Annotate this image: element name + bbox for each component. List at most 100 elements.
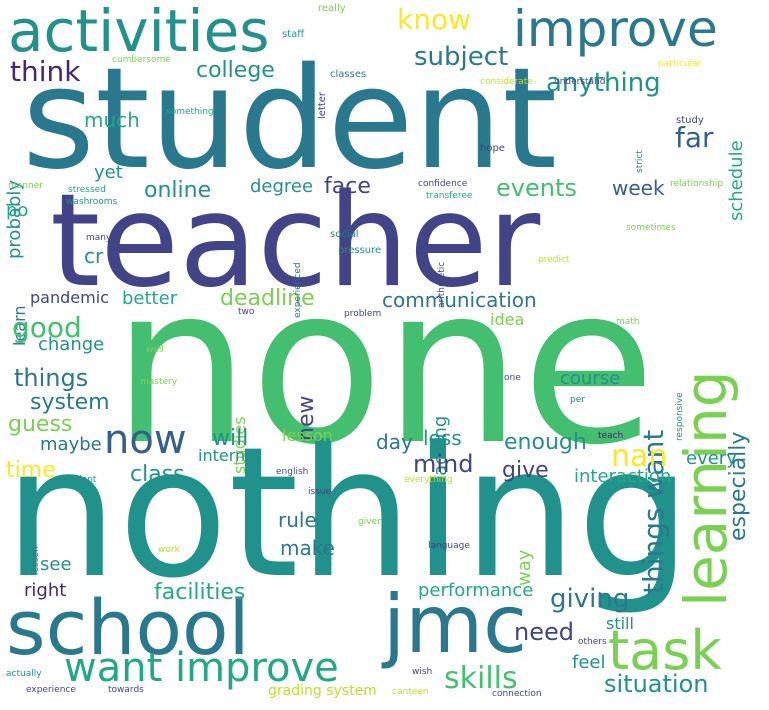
word-mind: mind xyxy=(413,450,474,478)
word-every: every xyxy=(686,448,737,469)
word-will: will xyxy=(212,426,249,451)
word-two: two xyxy=(238,307,255,317)
word-improve: improve xyxy=(513,0,718,58)
word-pressure: pressure xyxy=(338,245,382,256)
word-guess: guess xyxy=(8,412,73,437)
word-change: change xyxy=(38,334,105,355)
word-teach: teach xyxy=(598,431,624,441)
word-make: make xyxy=(280,536,335,560)
word-deadline: deadline xyxy=(220,286,315,311)
word-rule: rule xyxy=(278,508,317,532)
word-social: social xyxy=(330,229,359,240)
word-one: one xyxy=(504,373,521,383)
word-degree: degree xyxy=(250,176,314,197)
word-towards: towards xyxy=(108,685,144,695)
word-face: face xyxy=(324,174,371,199)
word-facilities: facilities xyxy=(154,580,246,605)
word-hope: hope xyxy=(480,143,505,154)
word-far: far xyxy=(675,121,714,154)
word-better: better xyxy=(122,288,178,309)
word-english: english xyxy=(276,467,309,477)
word-online: online xyxy=(144,178,212,203)
word-want-improve: want improve xyxy=(64,645,339,691)
word-day: day xyxy=(376,430,413,454)
word-yet: yet xyxy=(94,162,123,183)
word-right: right xyxy=(24,580,67,601)
word-cumbersome: cumbersome xyxy=(112,55,171,65)
word-washrooms: washrooms xyxy=(66,197,118,207)
word-nan: nan xyxy=(611,439,668,474)
word-things: things xyxy=(14,364,89,392)
word-connection: connection xyxy=(492,689,542,699)
word-teacher: teacher xyxy=(50,167,541,316)
word-relationship: relationship xyxy=(670,179,723,189)
word-mastery: mastery xyxy=(140,377,178,387)
word-wish: wish xyxy=(412,667,433,677)
word-confidence: confidence xyxy=(418,179,468,189)
word-lesson: lesson xyxy=(282,426,333,445)
word-letter: letter xyxy=(317,91,328,119)
word-much: much xyxy=(84,108,140,132)
word-dont: dont xyxy=(76,475,97,485)
word-math: math xyxy=(616,317,640,327)
word-giving: giving xyxy=(550,584,630,614)
word-particular: particular xyxy=(658,59,702,69)
word-jmc: jmc xyxy=(383,578,528,671)
word-stressed: stressed xyxy=(68,185,106,195)
word-now: now xyxy=(104,417,187,463)
word-canteen: canteen xyxy=(392,687,429,697)
word-need: need xyxy=(514,618,574,646)
word-internet: internet xyxy=(198,446,262,465)
word-well: well xyxy=(146,345,164,355)
word-activities: activities xyxy=(8,0,270,65)
word-think: think xyxy=(10,55,81,88)
word-grading-system: grading system xyxy=(268,683,377,699)
word-none: none xyxy=(112,240,656,493)
word-sometimes: sometimes xyxy=(626,223,676,233)
word-given: given xyxy=(358,517,383,527)
word-experienced: experienced xyxy=(293,262,303,318)
word-subject: subject xyxy=(414,42,509,72)
word-class: class xyxy=(130,462,185,487)
word-schedule: schedule xyxy=(726,140,747,221)
word-events: events xyxy=(496,174,577,202)
word-something: something xyxy=(166,107,214,117)
word-maybe: maybe xyxy=(40,434,102,455)
word-staff: staff xyxy=(282,29,305,40)
word-others: others xyxy=(578,637,607,647)
word-week: week xyxy=(612,176,665,200)
word-still: still xyxy=(606,614,634,633)
word-interaction: interaction xyxy=(574,466,672,487)
word-idea: idea xyxy=(490,310,525,329)
word-nothing: nothing xyxy=(4,409,692,618)
word-skills: skills xyxy=(444,661,518,696)
word-situation: situation xyxy=(604,670,709,698)
word-strict: strict xyxy=(635,150,645,173)
word-really: really xyxy=(318,3,346,14)
word-classes: classes xyxy=(330,69,367,80)
word-enough: enough xyxy=(504,430,587,455)
word-performance: performance xyxy=(418,580,534,601)
word-responsive: responsive xyxy=(675,392,685,441)
word-cr: cr xyxy=(84,244,104,268)
word-less: less xyxy=(423,426,462,450)
word-problem: problem xyxy=(344,309,382,319)
word-issue: issue xyxy=(308,487,332,497)
word-understand: understand xyxy=(554,77,606,87)
word-manner: manner xyxy=(8,181,43,191)
word-course: course xyxy=(560,368,621,389)
word-student: student xyxy=(22,38,558,201)
word-arithmetic: arithmetic xyxy=(437,261,447,308)
word-anything: anything xyxy=(546,68,661,98)
word-study: study xyxy=(676,115,704,126)
word-predict: predict xyxy=(538,255,570,265)
word-pandemic: pandemic xyxy=(30,288,109,307)
word-per: per xyxy=(570,395,585,405)
word-lessen: lessen xyxy=(31,546,41,575)
word-actually: actually xyxy=(6,669,42,679)
word-school: school xyxy=(6,583,250,672)
word-language: language xyxy=(428,541,470,551)
word-communication: communication xyxy=(382,288,537,312)
word-task: task xyxy=(608,619,722,682)
